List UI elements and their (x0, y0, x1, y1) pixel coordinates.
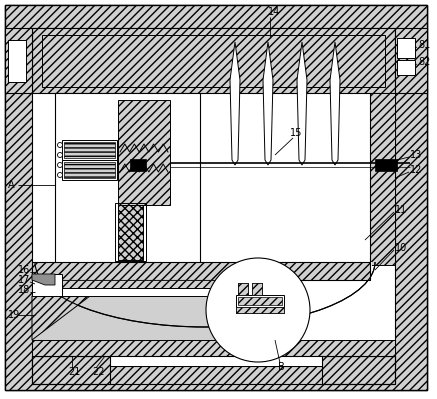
Polygon shape (263, 42, 273, 165)
Circle shape (58, 142, 62, 148)
Text: 82: 82 (418, 57, 430, 67)
Polygon shape (330, 42, 340, 165)
Bar (32, 340, 395, 356)
Text: B: B (278, 362, 285, 372)
Bar (236, 307, 284, 313)
Bar (32, 274, 62, 296)
Bar (32, 356, 395, 384)
Text: 21: 21 (68, 367, 80, 377)
Text: 17: 17 (18, 275, 31, 285)
Bar (64, 142, 115, 158)
Bar (32, 28, 395, 93)
Text: 15: 15 (290, 128, 302, 138)
Bar (32, 356, 110, 384)
Bar (236, 307, 284, 313)
Bar (5, 28, 32, 93)
Bar (252, 283, 262, 295)
Bar (375, 159, 397, 171)
Bar (252, 283, 262, 295)
Bar (322, 356, 395, 384)
Bar (130, 159, 146, 171)
Text: A: A (8, 180, 14, 190)
Bar (395, 28, 427, 93)
Polygon shape (32, 296, 90, 340)
Polygon shape (230, 42, 240, 165)
Text: 12: 12 (410, 165, 423, 175)
Bar (55, 93, 200, 265)
Text: 16: 16 (18, 265, 30, 275)
Bar (118, 205, 143, 260)
Bar (32, 28, 395, 366)
Text: 14: 14 (268, 7, 280, 17)
Bar (397, 60, 415, 75)
Bar (62, 160, 117, 180)
Polygon shape (297, 42, 307, 165)
Bar (32, 262, 372, 366)
Bar (32, 288, 272, 296)
Bar (32, 280, 272, 288)
Bar (115, 203, 146, 261)
Bar (238, 283, 248, 295)
Bar (397, 38, 415, 58)
Bar (42, 35, 385, 87)
Bar (238, 283, 248, 295)
Bar (62, 140, 117, 160)
Bar (238, 297, 282, 305)
Text: 10: 10 (395, 243, 407, 253)
Polygon shape (32, 274, 55, 285)
Bar (32, 296, 232, 340)
Bar (8, 40, 26, 82)
Bar (236, 295, 284, 307)
Circle shape (58, 162, 62, 168)
Circle shape (58, 172, 62, 178)
Bar (32, 262, 370, 280)
Text: 18: 18 (18, 285, 30, 295)
Bar (370, 93, 395, 265)
Circle shape (206, 258, 310, 362)
Text: 19: 19 (8, 310, 20, 320)
Bar (118, 100, 170, 205)
Bar (64, 162, 115, 178)
Bar (32, 262, 370, 280)
Text: 13: 13 (410, 150, 422, 160)
Text: 11: 11 (395, 205, 407, 215)
Text: 22: 22 (92, 367, 104, 377)
Text: 81: 81 (418, 40, 430, 50)
Circle shape (58, 152, 62, 158)
Bar (32, 280, 272, 288)
